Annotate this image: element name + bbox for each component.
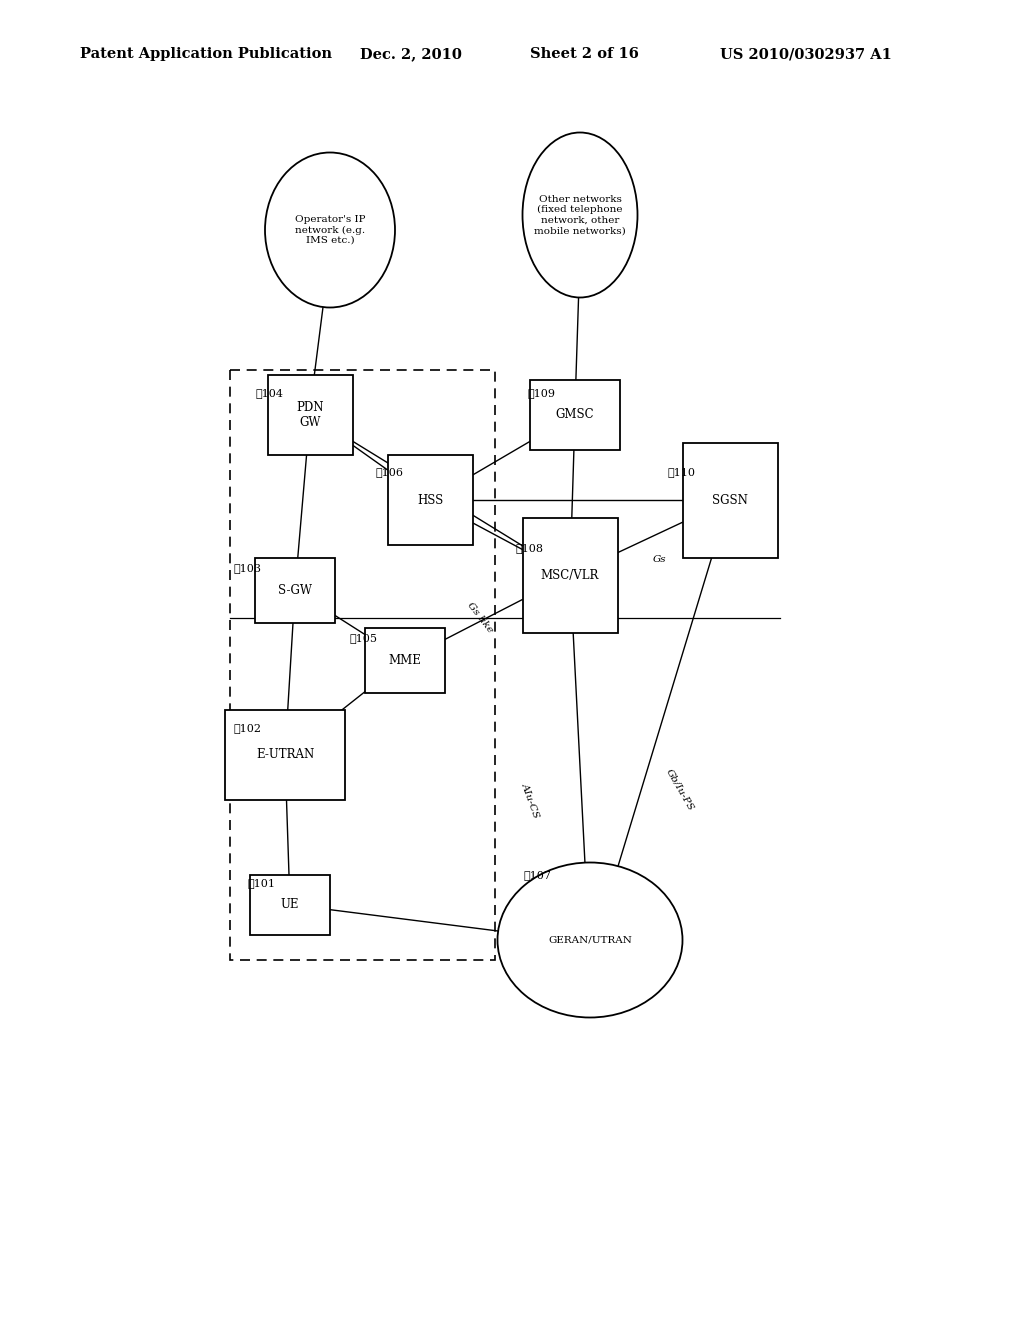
Text: Other networks
(fixed telephone
network, other
mobile networks): Other networks (fixed telephone network,… — [535, 195, 626, 235]
Text: Gb/Iu-PS: Gb/Iu-PS — [665, 767, 695, 813]
Text: ℓ109: ℓ109 — [528, 388, 556, 399]
Text: S-GW: S-GW — [278, 583, 312, 597]
Text: UE: UE — [281, 899, 299, 912]
Text: Dec. 2, 2010: Dec. 2, 2010 — [360, 48, 462, 61]
Text: E-UTRAN: E-UTRAN — [256, 748, 314, 762]
Ellipse shape — [498, 862, 683, 1018]
Text: HSS: HSS — [417, 494, 443, 507]
FancyBboxPatch shape — [530, 380, 620, 450]
Text: ℓ101: ℓ101 — [248, 878, 276, 888]
Text: Operator's IP
network (e.g.
IMS etc.): Operator's IP network (e.g. IMS etc.) — [295, 215, 366, 246]
FancyBboxPatch shape — [267, 375, 352, 455]
Text: PDN
GW: PDN GW — [296, 401, 324, 429]
Text: MME: MME — [388, 653, 422, 667]
Ellipse shape — [522, 132, 638, 297]
FancyBboxPatch shape — [683, 442, 777, 557]
FancyBboxPatch shape — [250, 875, 330, 935]
Text: Gs: Gs — [653, 556, 667, 565]
Text: ℓ108: ℓ108 — [516, 543, 544, 553]
Text: ℓ102: ℓ102 — [233, 723, 261, 733]
FancyBboxPatch shape — [255, 557, 335, 623]
FancyBboxPatch shape — [387, 455, 472, 545]
FancyBboxPatch shape — [225, 710, 345, 800]
Text: ℓ104: ℓ104 — [255, 388, 283, 399]
Text: SGSN: SGSN — [712, 494, 748, 507]
Ellipse shape — [265, 153, 395, 308]
Text: ℓ106: ℓ106 — [375, 467, 403, 477]
Text: Sheet 2 of 16: Sheet 2 of 16 — [530, 48, 639, 61]
Text: ℓ103: ℓ103 — [233, 564, 261, 573]
Text: Patent Application Publication: Patent Application Publication — [80, 48, 332, 61]
FancyBboxPatch shape — [365, 627, 445, 693]
Text: US 2010/0302937 A1: US 2010/0302937 A1 — [720, 48, 892, 61]
Text: MSC/VLR: MSC/VLR — [541, 569, 599, 582]
Text: GERAN/UTRAN: GERAN/UTRAN — [548, 936, 632, 945]
FancyBboxPatch shape — [522, 517, 617, 632]
Text: Gs like: Gs like — [465, 601, 495, 635]
Text: ℓ110: ℓ110 — [668, 467, 696, 477]
Text: ℓ105: ℓ105 — [350, 634, 378, 643]
Text: AIu-CS: AIu-CS — [519, 781, 541, 818]
Text: GMSC: GMSC — [556, 408, 594, 421]
Text: ℓ107: ℓ107 — [524, 870, 552, 880]
